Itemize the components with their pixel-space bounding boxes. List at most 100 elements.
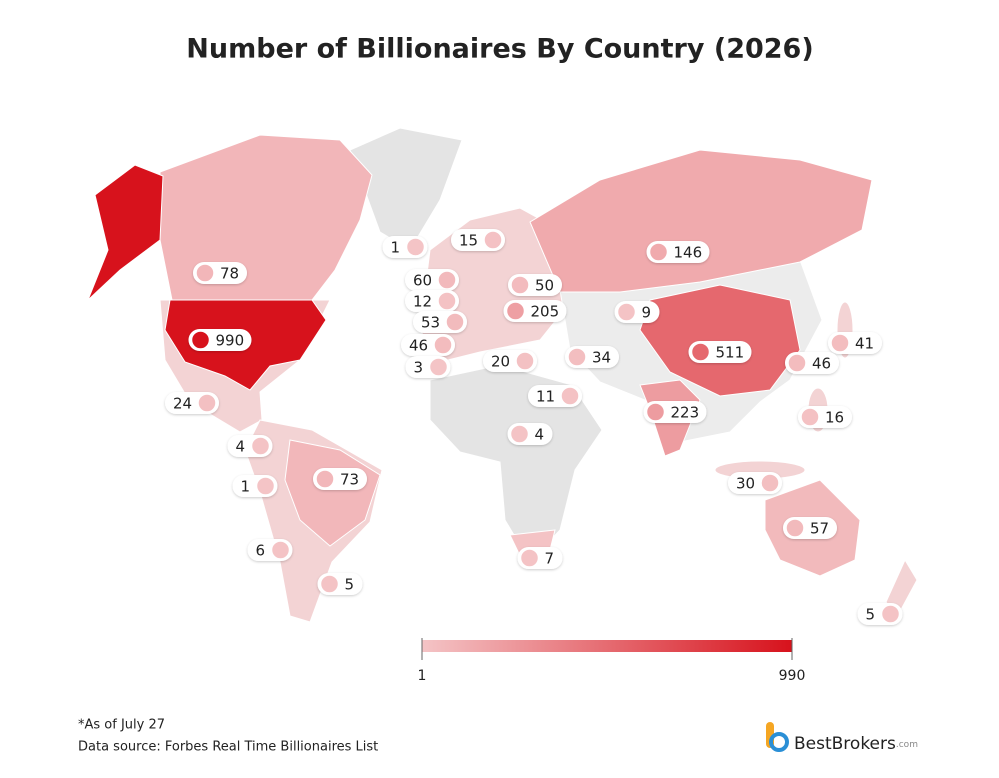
value-label: 5 xyxy=(345,576,355,594)
country-label: 73 xyxy=(313,468,367,490)
value-label: 1 xyxy=(241,478,251,496)
value-label: 1 xyxy=(391,239,401,257)
country-flag xyxy=(197,393,217,413)
value-label: 11 xyxy=(536,388,555,406)
country-flag xyxy=(760,473,780,493)
value-label: 15 xyxy=(459,232,478,250)
country-label: 990 xyxy=(188,329,252,351)
country-flag xyxy=(483,230,503,250)
country-flag xyxy=(433,335,453,355)
country-flag xyxy=(616,302,637,322)
country-label: 57 xyxy=(783,517,837,539)
country-label: 30 xyxy=(728,472,782,494)
value-label: 20 xyxy=(491,353,510,371)
country-label: 205 xyxy=(503,300,567,322)
country-flag xyxy=(645,402,666,422)
value-label: 990 xyxy=(216,332,245,350)
country-region xyxy=(529,149,873,293)
country-flag xyxy=(787,353,807,373)
country-flag xyxy=(270,540,291,560)
country-label: 146 xyxy=(646,241,710,263)
country-label: 20 xyxy=(483,350,537,372)
value-label: 41 xyxy=(855,335,874,353)
country-label: 50 xyxy=(508,274,562,296)
value-label: 60 xyxy=(413,272,432,290)
source-note: Data source: Forbes Real Time Billionair… xyxy=(78,740,378,755)
country-flag xyxy=(190,330,211,350)
country-flag xyxy=(405,237,426,257)
color-scale: 1 990 xyxy=(418,638,805,684)
country-flag xyxy=(437,291,457,311)
country-region xyxy=(639,284,801,397)
value-label: 50 xyxy=(535,277,554,295)
country-flag xyxy=(315,469,335,489)
country-label: 78 xyxy=(193,262,247,284)
country-flag xyxy=(880,604,901,624)
value-label: 7 xyxy=(545,550,555,568)
country-label: 3 xyxy=(405,356,451,378)
country-label: 6 xyxy=(247,539,293,561)
country-label: 511 xyxy=(688,341,752,363)
logo-name: BestBrokers xyxy=(794,734,896,754)
country-flag xyxy=(515,351,535,371)
value-label: 9 xyxy=(642,304,652,322)
country-label: 5 xyxy=(317,573,363,595)
country-flag xyxy=(250,436,271,456)
logo-mark xyxy=(769,732,789,752)
color-bar xyxy=(422,640,792,652)
value-label: 16 xyxy=(825,409,844,427)
chart-title: Number of Billionaires By Country (2026) xyxy=(186,34,813,65)
country-flag xyxy=(567,347,587,367)
country-label: 46 xyxy=(785,352,839,374)
value-label: 46 xyxy=(812,355,831,373)
country-label: 60 xyxy=(405,269,459,291)
country-label: 9 xyxy=(614,301,660,323)
country-flag xyxy=(509,424,530,444)
logo-suffix: .com xyxy=(896,740,918,750)
country-flag xyxy=(319,574,340,594)
value-label: 4 xyxy=(236,438,246,456)
value-label: 3 xyxy=(414,359,424,377)
value-label: 511 xyxy=(716,344,745,362)
value-label: 53 xyxy=(421,314,440,332)
value-label: 30 xyxy=(736,475,755,493)
country-flag xyxy=(830,333,850,353)
country-region xyxy=(87,164,164,301)
value-label: 34 xyxy=(592,349,611,367)
value-label: 6 xyxy=(256,542,266,560)
color-bar-tick-label: 1 xyxy=(418,668,427,684)
country-region xyxy=(159,134,373,301)
country-flag xyxy=(437,270,457,290)
country-label: 12 xyxy=(405,290,459,312)
value-label: 24 xyxy=(173,395,192,413)
country-flag xyxy=(519,548,540,568)
country-label: 11 xyxy=(528,385,582,407)
value-label: 73 xyxy=(340,471,359,489)
country-flag xyxy=(195,263,215,283)
country-label: 53 xyxy=(413,311,467,333)
value-label: 46 xyxy=(409,337,428,355)
logo: BestBrokers.com xyxy=(766,722,918,754)
footnote: *As of July 27 xyxy=(78,718,165,733)
value-label: 78 xyxy=(220,265,239,283)
country-label: 7 xyxy=(517,547,563,569)
country-flag xyxy=(255,476,276,496)
country-flag xyxy=(648,242,669,262)
country-label: 15 xyxy=(451,229,505,251)
country-flag xyxy=(505,301,526,321)
value-label: 205 xyxy=(531,303,560,321)
value-label: 146 xyxy=(674,244,703,262)
value-label: 5 xyxy=(866,606,876,624)
country-flag xyxy=(690,342,711,362)
country-label: 5 xyxy=(857,603,903,625)
value-label: 57 xyxy=(810,520,829,538)
country-flag xyxy=(445,312,465,332)
country-flag xyxy=(428,357,449,377)
country-label: 24 xyxy=(165,392,219,414)
country-label: 41 xyxy=(828,332,882,354)
value-label: 12 xyxy=(413,293,432,311)
country-regions xyxy=(87,134,873,577)
country-label: 223 xyxy=(643,401,707,423)
